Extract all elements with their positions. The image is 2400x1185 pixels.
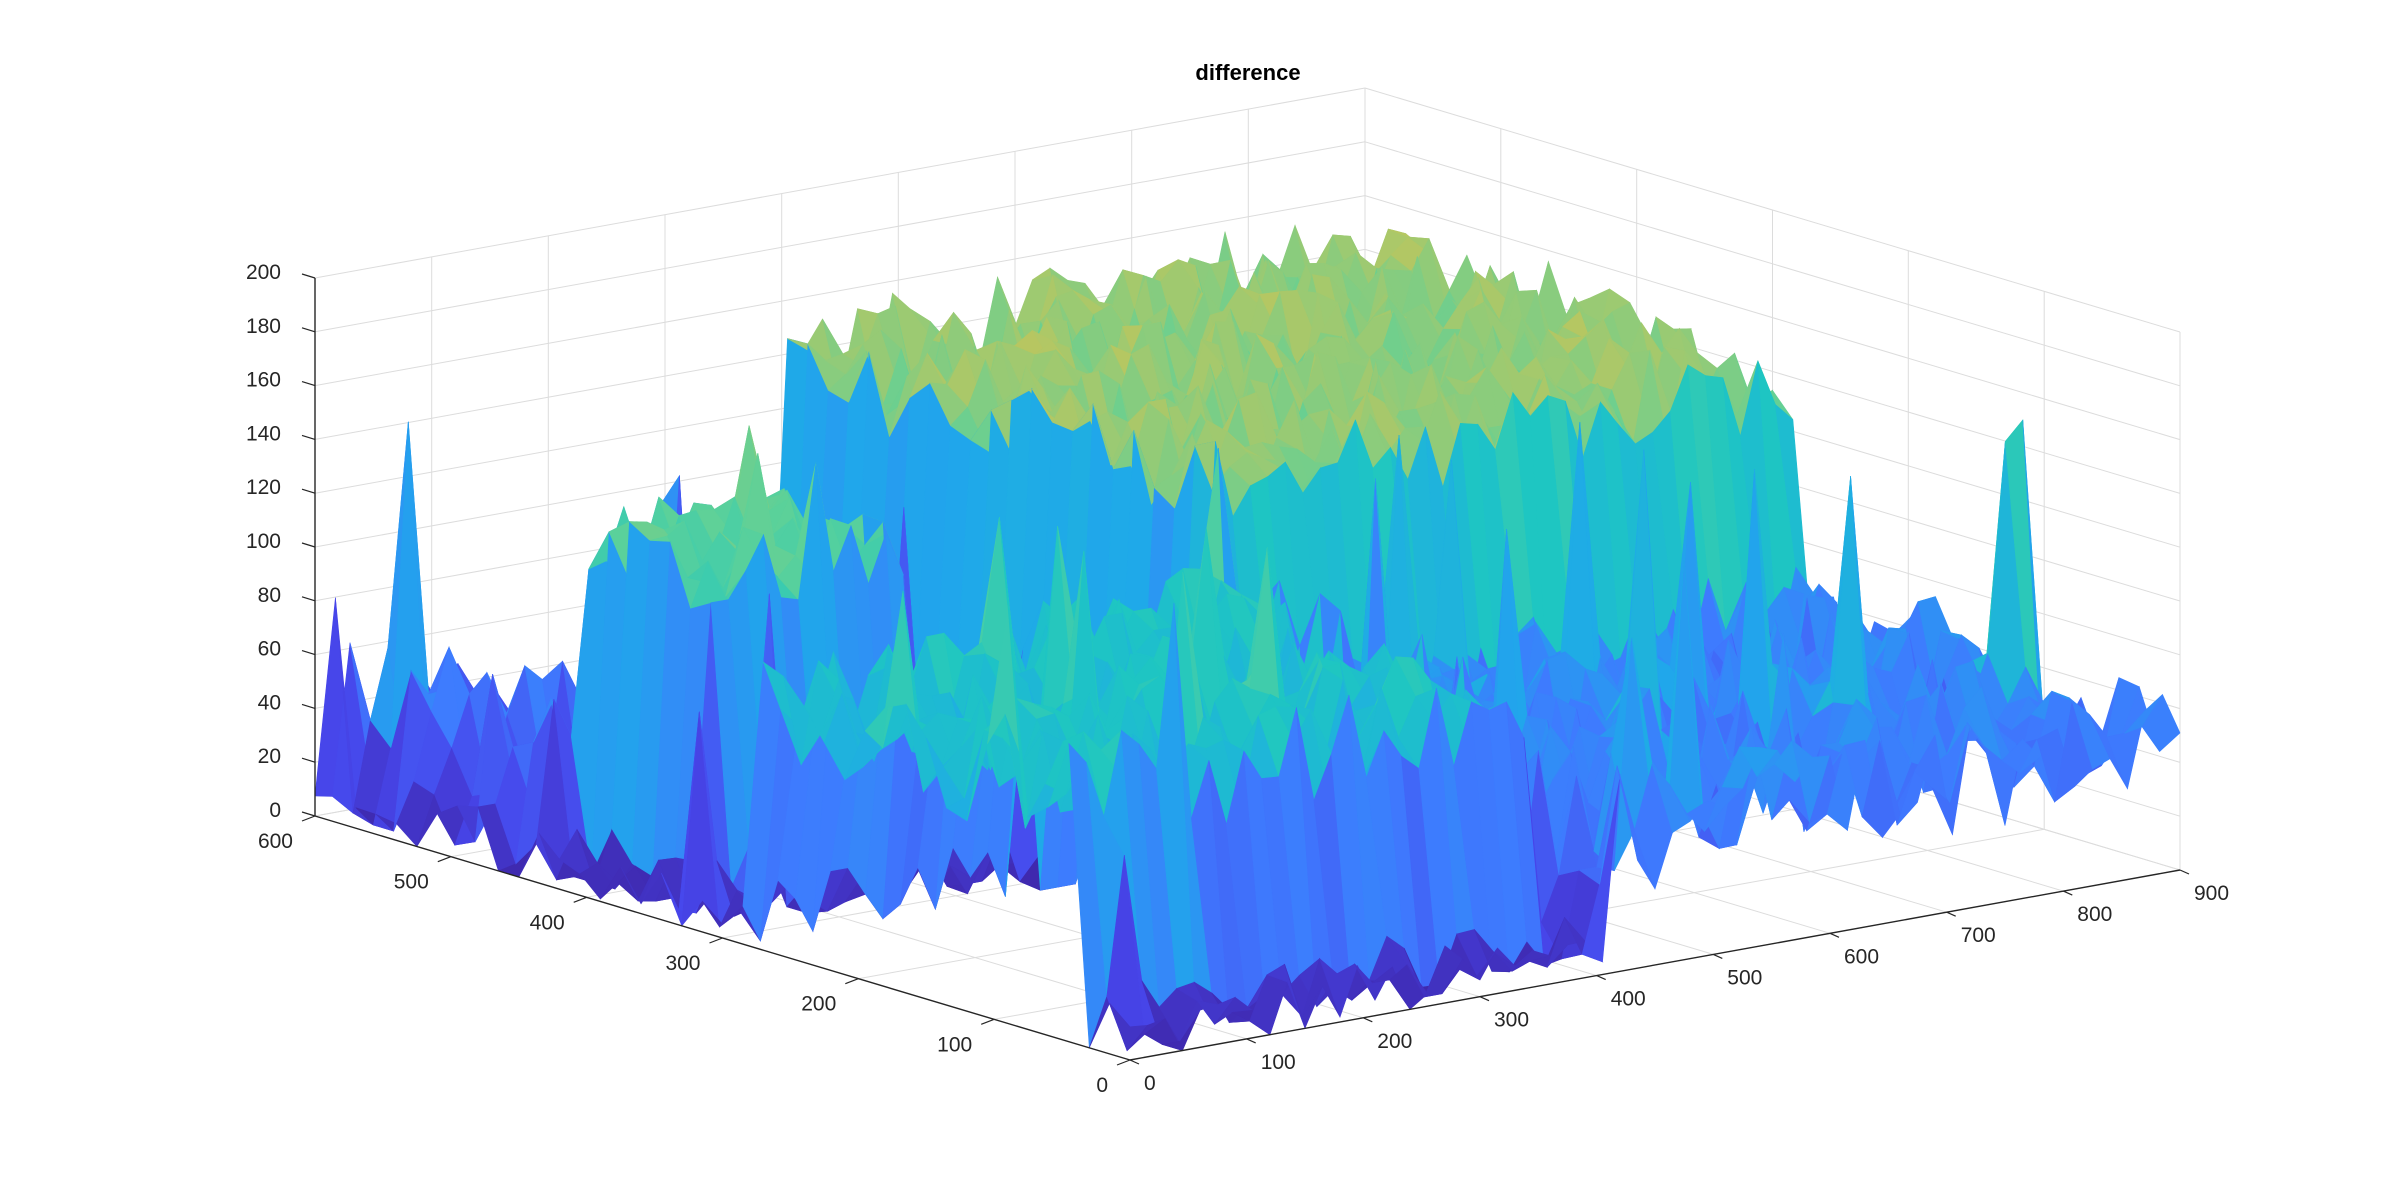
y-tick-label: 100 xyxy=(937,1033,972,1056)
z-tick-mark xyxy=(301,811,316,817)
y-tick-mark xyxy=(709,937,723,944)
z-tick-label: 140 xyxy=(246,422,281,445)
x-tick-label: 400 xyxy=(1611,988,1646,1011)
surface-mesh xyxy=(314,224,2181,1052)
x-tick-mark xyxy=(1946,911,1956,917)
x-tick-mark xyxy=(1363,1017,1373,1023)
chart-title: difference xyxy=(1195,60,1300,85)
z-tick-mark xyxy=(301,434,316,440)
x-tick-mark xyxy=(1829,932,1840,938)
y-tick-label: 400 xyxy=(530,911,565,934)
y-tick-mark xyxy=(573,896,587,903)
x-tick-label: 700 xyxy=(1961,924,1996,947)
y-tick-label: 600 xyxy=(258,830,293,853)
z-tick-mark xyxy=(301,596,316,602)
x-tick-mark xyxy=(1479,996,1490,1002)
x-tick-label: 100 xyxy=(1261,1051,1296,1074)
z-tick-label: 0 xyxy=(269,799,281,822)
y-tick-label: 0 xyxy=(1096,1074,1108,1097)
x-tick-label: 900 xyxy=(2194,882,2229,905)
grid-line xyxy=(1364,195,2181,441)
y-tick-label: 300 xyxy=(665,952,700,975)
z-tick-mark xyxy=(301,757,316,763)
axes-lines xyxy=(301,273,2190,1066)
x-tick-label: 300 xyxy=(1494,1009,1529,1032)
y-tick-label: 200 xyxy=(801,993,836,1016)
z-tick-mark xyxy=(301,381,316,387)
x-tick-label: 500 xyxy=(1727,966,1762,989)
x-tick-label: 800 xyxy=(2077,903,2112,926)
z-tick-label: 20 xyxy=(258,745,281,768)
z-tick-mark xyxy=(301,273,316,279)
z-tick-label: 80 xyxy=(258,584,281,607)
z-tick-mark xyxy=(301,327,316,333)
z-tick-label: 160 xyxy=(246,369,281,392)
grid-line xyxy=(314,141,1366,333)
x-tick-label: 0 xyxy=(1144,1072,1156,1095)
x-tick-mark xyxy=(2063,890,2073,896)
grid-line xyxy=(314,87,1366,279)
z-tick-label: 60 xyxy=(258,638,281,661)
x-tick-label: 600 xyxy=(1844,945,1879,968)
x-tick-mark xyxy=(1596,975,1606,981)
grid-line xyxy=(1364,141,2181,387)
x-tick-mark xyxy=(1129,1059,1140,1065)
y-tick-mark xyxy=(437,856,452,863)
x-tick-label: 200 xyxy=(1377,1030,1412,1053)
x-tick-mark xyxy=(1713,953,1723,959)
tick-labels: 0100200300400500600700800900010020030040… xyxy=(246,261,2229,1097)
z-tick-mark xyxy=(301,488,316,494)
grid-line xyxy=(1364,87,2181,333)
z-tick-label: 180 xyxy=(246,315,281,338)
z-tick-mark xyxy=(301,703,316,709)
x-tick-mark xyxy=(2179,869,2190,875)
z-tick-label: 40 xyxy=(258,691,281,714)
y-tick-label: 500 xyxy=(394,871,429,894)
grid-line xyxy=(314,195,1366,387)
z-tick-mark xyxy=(301,542,316,548)
z-tick-label: 120 xyxy=(246,476,281,499)
y-tick-mark xyxy=(301,815,316,822)
z-tick-label: 100 xyxy=(246,530,281,553)
y-tick-mark xyxy=(980,1018,995,1025)
y-tick-mark xyxy=(845,978,859,985)
surface-cell xyxy=(2141,693,2181,752)
x-axis-line xyxy=(1129,869,2181,1061)
x-tick-mark xyxy=(1246,1038,1256,1044)
z-tick-mark xyxy=(301,650,316,656)
y-tick-mark xyxy=(1116,1059,1131,1066)
z-tick-label: 200 xyxy=(246,261,281,284)
